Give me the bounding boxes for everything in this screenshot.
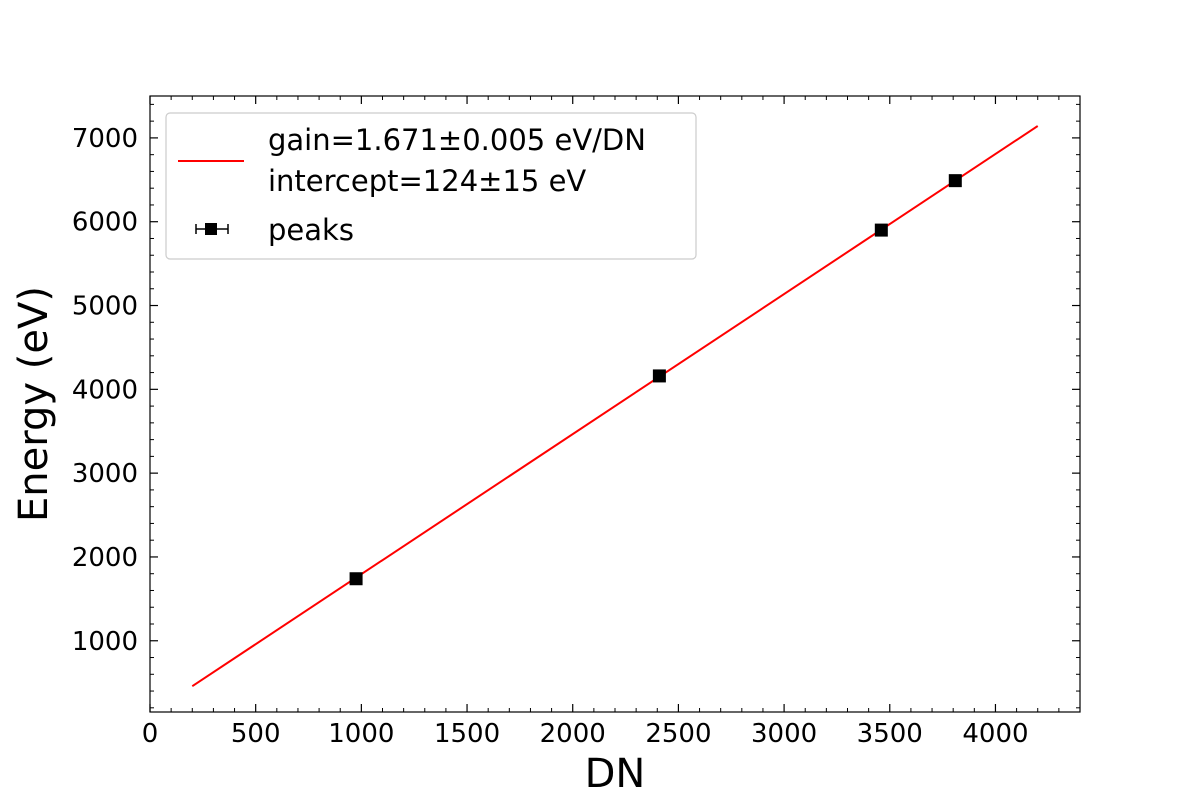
y-tick-label: 1000 (72, 627, 138, 657)
plot-frame (149, 95, 1081, 713)
legend-fit-label-gain: gain=1.671±0.005 eV/DN (268, 123, 646, 157)
x-tick-label: 2500 (645, 719, 711, 749)
y-axis-title: Energy (eV) (11, 286, 57, 522)
fit-line (191, 125, 1039, 688)
peak-point (948, 174, 962, 188)
x-tick-label: 500 (231, 719, 281, 749)
peak-point (349, 572, 363, 586)
legend: gain=1.671±0.005 eV/DN intercept=124±15 … (165, 112, 697, 260)
x-tick-label: 1000 (328, 719, 394, 749)
x-axis-title: DN (585, 751, 646, 797)
x-tick-label: 1500 (434, 719, 500, 749)
y-tick-label: 3000 (72, 459, 138, 489)
y-tick-label: 4000 (72, 375, 138, 405)
y-tick-label: 2000 (72, 543, 138, 573)
peak-point (652, 369, 666, 383)
y-tick-label: 7000 (72, 124, 138, 154)
y-tick-label: 6000 (72, 208, 138, 238)
x-tick-label: 0 (142, 719, 159, 749)
legend-box (165, 112, 697, 260)
y-tick-label: 5000 (72, 292, 138, 322)
x-tick-label: 3000 (751, 719, 817, 749)
ticks-layer: 0 500 1000 1500 2000 2500 3000 3500 4000 1000 2000… (72, 96, 1080, 749)
x-tick-label: 3500 (857, 719, 923, 749)
legend-peaks-swatch (195, 223, 229, 235)
x-tick-label: 4000 (962, 719, 1028, 749)
data-points-layer (349, 174, 962, 586)
x-tick-label: 2000 (540, 719, 606, 749)
peak-point (874, 223, 888, 237)
legend-fit-label-intercept: intercept=124±15 eV (268, 164, 586, 198)
legend-peaks-label: peaks (268, 213, 354, 247)
fit-line-layer (191, 125, 1039, 688)
